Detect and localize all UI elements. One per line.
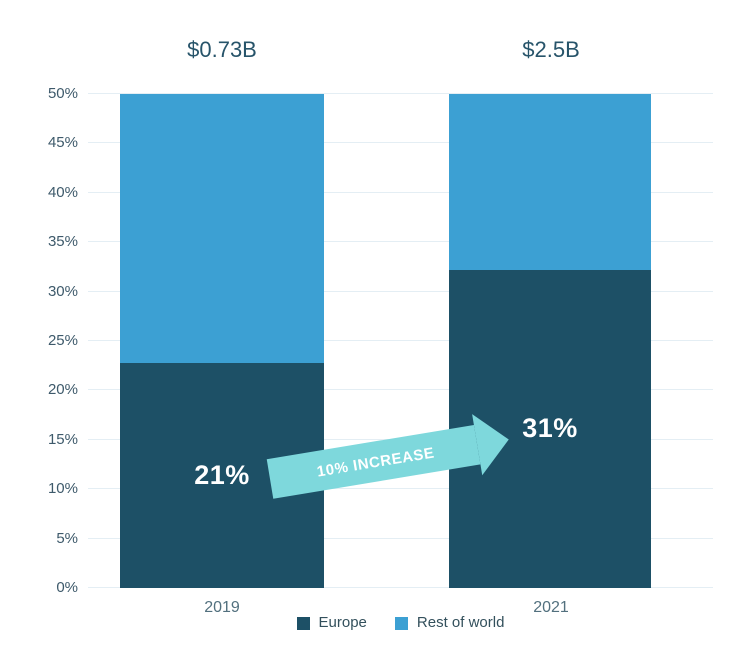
y-axis-tick-label: 15% (47, 430, 78, 448)
plot-area: 21% 31% (88, 93, 713, 588)
x-axis-label-2021: 2021 (533, 599, 569, 616)
bar-total-label-2021: $2.5B (522, 37, 580, 62)
gridline (88, 537, 713, 539)
europe-share-label-2019: 21% (194, 459, 250, 490)
bar-2021: 31% (449, 94, 651, 588)
bar-2019: 21% (120, 94, 324, 588)
y-axis-tick-label: 45% (47, 134, 78, 152)
gridline (88, 389, 713, 391)
x-axis-label-2019: 2019 (204, 599, 240, 616)
increase-arrow-icon: 10% INCREASE (266, 414, 509, 499)
segment-rest-of-world-2019 (120, 94, 324, 363)
y-axis-tick-label: 25% (47, 332, 78, 349)
rest-of-world-swatch-icon (394, 616, 408, 630)
legend: Europe Rest of world (88, 612, 713, 634)
gridline (88, 587, 713, 588)
gridline (88, 290, 713, 292)
gridline (88, 340, 713, 341)
gridline (88, 241, 713, 243)
y-axis-tick-label: 30% (47, 282, 78, 300)
europe-swatch-icon (296, 616, 310, 630)
legend-item-europe: Europe (296, 614, 367, 632)
legend-label-europe: Europe (318, 614, 367, 631)
gridline (88, 488, 713, 490)
europe-share-label-2021: 31% (522, 413, 578, 444)
y-axis-tick-label: 20% (47, 381, 78, 399)
gridline (88, 93, 713, 94)
legend-label-rest-of-world: Rest of world (416, 614, 505, 631)
y-axis-tick-label: 35% (47, 233, 78, 251)
y-axis: 0% 5% 10% 15% 20% 25% 30% 35% 40% 45% 50% (0, 85, 78, 596)
y-axis-tick-label: 0% (56, 579, 78, 596)
legend-item-rest-of-world: Rest of world (394, 614, 505, 632)
y-axis-tick-label: 5% (56, 529, 78, 547)
y-axis-tick-label: 40% (47, 183, 78, 201)
gridline (88, 142, 713, 144)
bar-total-label-2019: $0.73B (187, 37, 257, 62)
gridline (88, 191, 713, 193)
y-axis-tick-label: 10% (47, 480, 78, 498)
y-axis-tick-label: 50% (47, 85, 78, 102)
segment-rest-of-world-2021 (449, 94, 651, 270)
